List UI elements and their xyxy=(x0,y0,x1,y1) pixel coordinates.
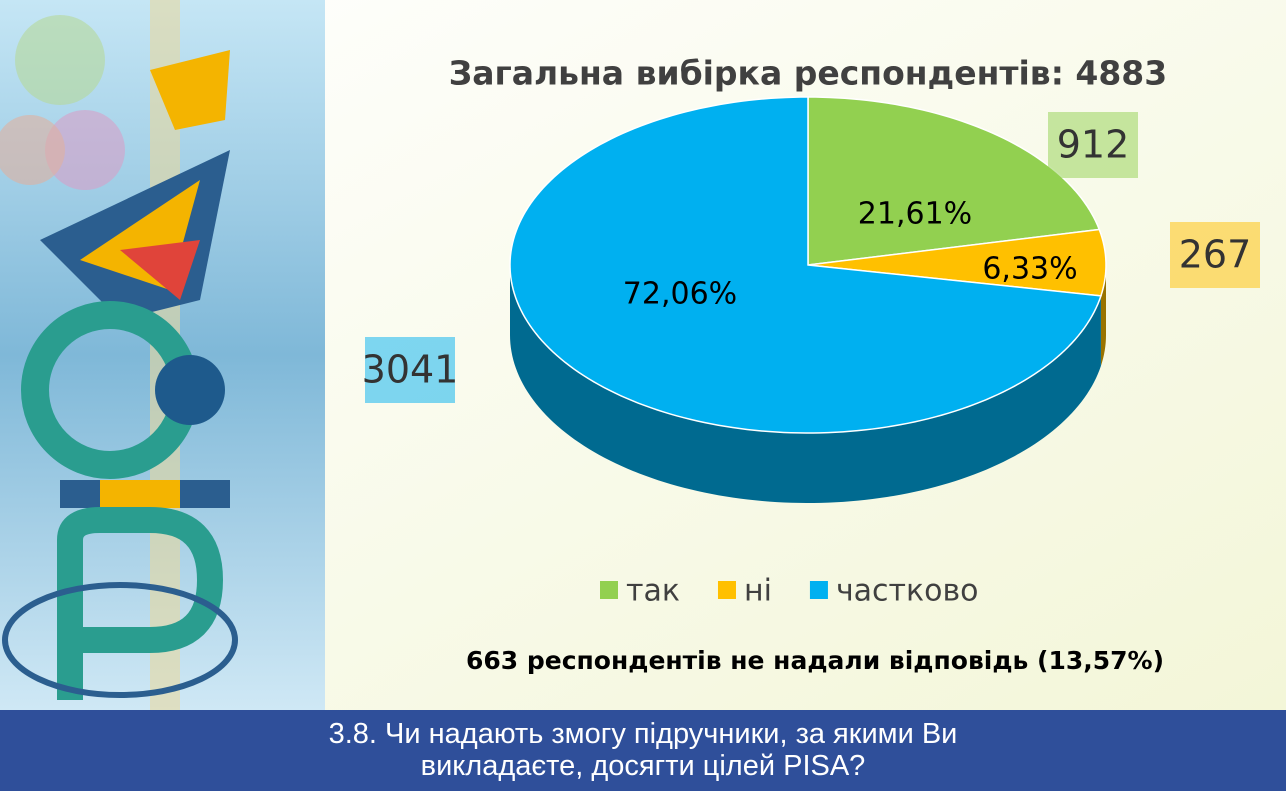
question-footer: 3.8. Чи надають змогу підручники, за яки… xyxy=(0,710,1286,791)
page: {"chart_data": {"type": "pie", "title": … xyxy=(0,0,1286,791)
pisa-decoration xyxy=(0,0,325,710)
chart-title: Загальна вибірка респондентів: 4883 xyxy=(449,54,1167,93)
slide: Загальна вибірка респондентів: 4883 663 … xyxy=(0,0,1286,791)
data-label: 72,06% xyxy=(623,277,737,312)
legend-swatch xyxy=(718,581,736,599)
data-label: 21,61% xyxy=(858,197,972,232)
count-label: 3041 xyxy=(362,348,459,392)
count-label: 912 xyxy=(1057,123,1130,167)
legend-label: так xyxy=(626,574,680,609)
legend-label: частково xyxy=(836,574,979,609)
pie xyxy=(510,97,1106,503)
annotation: 663 респондентів не надали відповідь (13… xyxy=(466,646,1164,675)
legend-swatch xyxy=(810,581,828,599)
legend-swatch xyxy=(600,581,618,599)
data-label: 6,33% xyxy=(982,252,1077,287)
count-label: 267 xyxy=(1179,233,1252,277)
legend-label: ні xyxy=(744,574,772,609)
